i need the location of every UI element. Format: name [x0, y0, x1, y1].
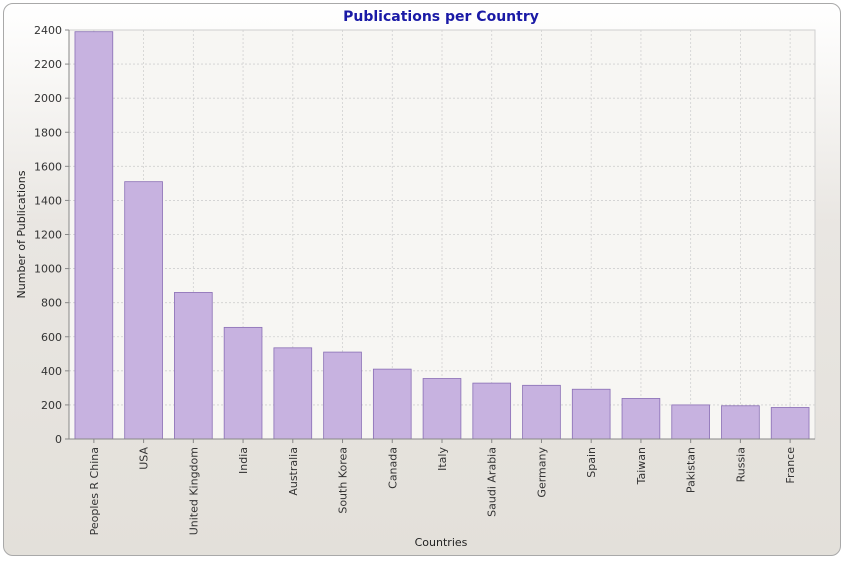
x-tick-label-11: Taiwan	[635, 447, 648, 485]
bar-14	[770, 407, 810, 440]
x-tick-label-5: South Korea	[337, 447, 350, 514]
bar-3	[223, 326, 263, 440]
bar-7	[422, 378, 462, 440]
y-tick-label-11: 2200	[34, 58, 62, 71]
x-tick-label-8: Saudi Arabia	[486, 447, 499, 517]
y-tick-label-0: 0	[55, 433, 62, 446]
bar-10	[571, 388, 611, 440]
bar-5	[323, 351, 362, 440]
y-tick-label-3: 600	[41, 331, 62, 344]
y-tick-label-4: 800	[41, 297, 62, 310]
y-axis-ticks: 0 200 400 600 800 1000 1200 1400 1600 1800 2000 220…	[34, 24, 69, 446]
x-tick-label-9: Germany	[535, 447, 548, 498]
x-tick-label-6: Canada	[386, 447, 399, 489]
bar-9	[522, 384, 561, 440]
bar-8	[472, 382, 512, 440]
y-tick-label-8: 1600	[34, 160, 62, 173]
bar-12	[671, 404, 710, 440]
x-tick-label-2: United Kingdom	[187, 447, 200, 535]
x-tick-label-12: Pakistan	[685, 447, 698, 493]
y-tick-label-5: 1000	[34, 263, 62, 276]
x-axis-label: Countries	[415, 536, 468, 549]
x-tick-label-13: Russia	[734, 447, 747, 482]
x-tick-label-7: Italy	[436, 447, 449, 471]
y-tick-label-2: 400	[41, 365, 62, 378]
x-tick-label-10: Spain	[585, 447, 598, 478]
y-tick-label-9: 1800	[34, 126, 62, 139]
y-tick-label-12: 2400	[34, 24, 62, 37]
chart-title: Publications per Country	[343, 9, 539, 25]
x-axis-ticks: Peoples R China USA United Kingdom India Aus…	[88, 439, 797, 535]
x-tick-label-3: India	[237, 447, 250, 474]
bar-2	[174, 292, 213, 440]
y-axis-label: Number of Publications	[15, 170, 28, 298]
y-tick-label-10: 2000	[34, 92, 62, 105]
bar-11	[621, 398, 661, 440]
bars	[74, 31, 810, 440]
y-tick-label-6: 1200	[34, 229, 62, 242]
bar-1	[124, 181, 163, 440]
bar-0	[74, 31, 114, 440]
x-tick-label-0: Peoples R China	[88, 447, 101, 535]
bar-6	[372, 368, 412, 440]
x-tick-label-1: USA	[138, 447, 151, 470]
x-tick-label-4: Australia	[287, 447, 300, 496]
y-tick-label-1: 200	[41, 399, 62, 412]
y-tick-label-7: 1400	[34, 194, 62, 207]
bar-13	[721, 405, 760, 440]
bar-4	[273, 347, 313, 440]
x-tick-label-14: France	[784, 447, 797, 484]
